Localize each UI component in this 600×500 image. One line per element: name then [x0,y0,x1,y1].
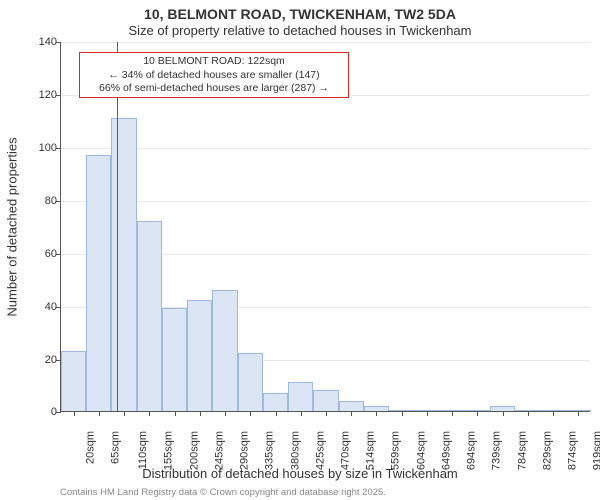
x-tick-mark [477,411,478,416]
x-tick-mark [225,411,226,416]
x-tick-label: 874sqm [567,431,579,470]
y-tick-label: 0 [27,406,57,418]
y-tick-label: 20 [27,354,57,366]
grid-line [61,42,590,43]
x-tick-mark [553,411,554,416]
page-subtitle: Size of property relative to detached ho… [0,23,600,39]
x-tick-mark [528,411,529,416]
histogram-bar [263,393,288,412]
x-tick-label: 20sqm [84,431,96,464]
x-tick-mark [149,411,150,416]
attribution-line: Contains HM Land Registry data © Crown c… [60,487,600,499]
grid-line [61,201,590,202]
y-tick-label: 40 [27,301,57,313]
x-tick-label: 559sqm [390,431,402,470]
x-tick-label: 739sqm [491,431,503,470]
x-tick-label: 65sqm [109,431,121,464]
x-tick-label: 200sqm [188,431,200,470]
y-axis-label: Number of detached properties [5,138,20,317]
x-tick-mark [578,411,579,416]
histogram-bar [288,382,313,411]
x-tick-mark [326,411,327,416]
callout-line: 10 BELMONT ROAD: 122sqm [86,55,342,68]
x-tick-label: 604sqm [415,431,427,470]
x-tick-label: 470sqm [340,431,352,470]
y-tick-label: 100 [27,142,57,154]
histogram-bar [339,401,364,412]
x-tick-mark [503,411,504,416]
attribution: Contains HM Land Registry data © Crown c… [60,487,600,500]
y-tick-label: 80 [27,195,57,207]
x-tick-mark [200,411,201,416]
page-title: 10, BELMONT ROAD, TWICKENHAM, TW2 5DA [0,6,600,23]
x-tick-mark [175,411,176,416]
x-tick-label: 155sqm [163,431,175,470]
histogram-bar [212,290,237,412]
x-tick-mark [99,411,100,416]
x-tick-label: 919sqm [592,431,600,470]
grid-line [61,148,590,149]
histogram-bar [61,351,86,412]
histogram-bar [111,118,136,411]
callout-line: ← 34% of detached houses are smaller (14… [86,69,342,82]
x-tick-label: 290sqm [239,431,251,470]
x-tick-mark [250,411,251,416]
x-tick-mark [351,411,352,416]
y-tick-label: 60 [27,248,57,260]
x-tick-label: 110sqm [137,431,149,469]
x-tick-mark [402,411,403,416]
x-tick-mark [276,411,277,416]
x-tick-label: 245sqm [213,431,225,470]
x-tick-label: 335sqm [264,431,276,470]
x-tick-label: 380sqm [289,431,301,470]
histogram-bar [238,353,263,411]
histogram-bar [162,308,187,411]
x-tick-label: 694sqm [466,431,478,470]
x-tick-mark [301,411,302,416]
x-tick-label: 425sqm [314,431,326,470]
histogram-bar [187,300,212,411]
histogram-bar [313,390,338,411]
x-tick-label: 784sqm [516,431,528,470]
histogram-bar [86,155,111,411]
x-tick-label: 514sqm [365,431,377,470]
x-tick-mark [452,411,453,416]
chart: Number of detached properties 0204060801… [60,42,590,412]
x-tick-mark [376,411,377,416]
x-tick-label: 649sqm [441,431,453,470]
x-tick-mark [427,411,428,416]
callout-line: 66% of semi-detached houses are larger (… [86,82,342,95]
x-tick-label: 829sqm [541,431,553,470]
y-tick-label: 140 [27,36,57,48]
histogram-bar [137,221,162,411]
plot-area: 02040608010012014020sqm65sqm110sqm155sqm… [60,42,590,412]
callout-box: 10 BELMONT ROAD: 122sqm← 34% of detached… [79,52,349,97]
x-tick-mark [124,411,125,416]
x-tick-mark [74,411,75,416]
y-tick-label: 120 [27,89,57,101]
